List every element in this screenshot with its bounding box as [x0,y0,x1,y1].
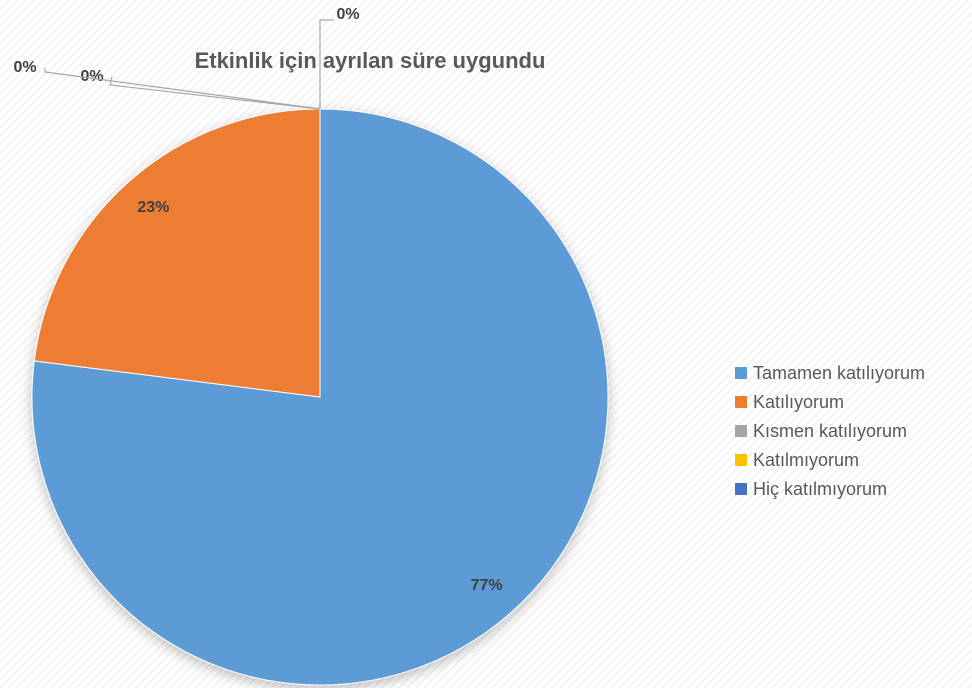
legend-label: Tamamen katılıyorum [753,363,925,383]
data-label: 0% [80,68,103,85]
leader-line [109,76,321,110]
legend-label: Kısmen katılıyorum [753,421,907,441]
legend-swatch [735,483,747,495]
data-label: 23% [137,199,169,216]
legend-label: Katılıyorum [753,392,844,412]
legend-swatch [735,425,747,437]
pie [31,108,609,686]
leader-line [44,68,321,110]
leader-line [319,19,334,109]
data-label: 77% [471,577,503,594]
data-label: 0% [13,59,36,76]
pie-slice [33,108,321,398]
legend-label: Katılmıyorum [753,450,859,470]
legend-label: Hiç katılmıyorum [753,479,887,499]
legend-swatch [735,396,747,408]
legend-swatch [735,367,747,379]
legend-swatch [735,454,747,466]
data-label: 0% [336,6,359,23]
chart-title: Etkinlik için ayrılan süre uygundu [195,48,546,73]
